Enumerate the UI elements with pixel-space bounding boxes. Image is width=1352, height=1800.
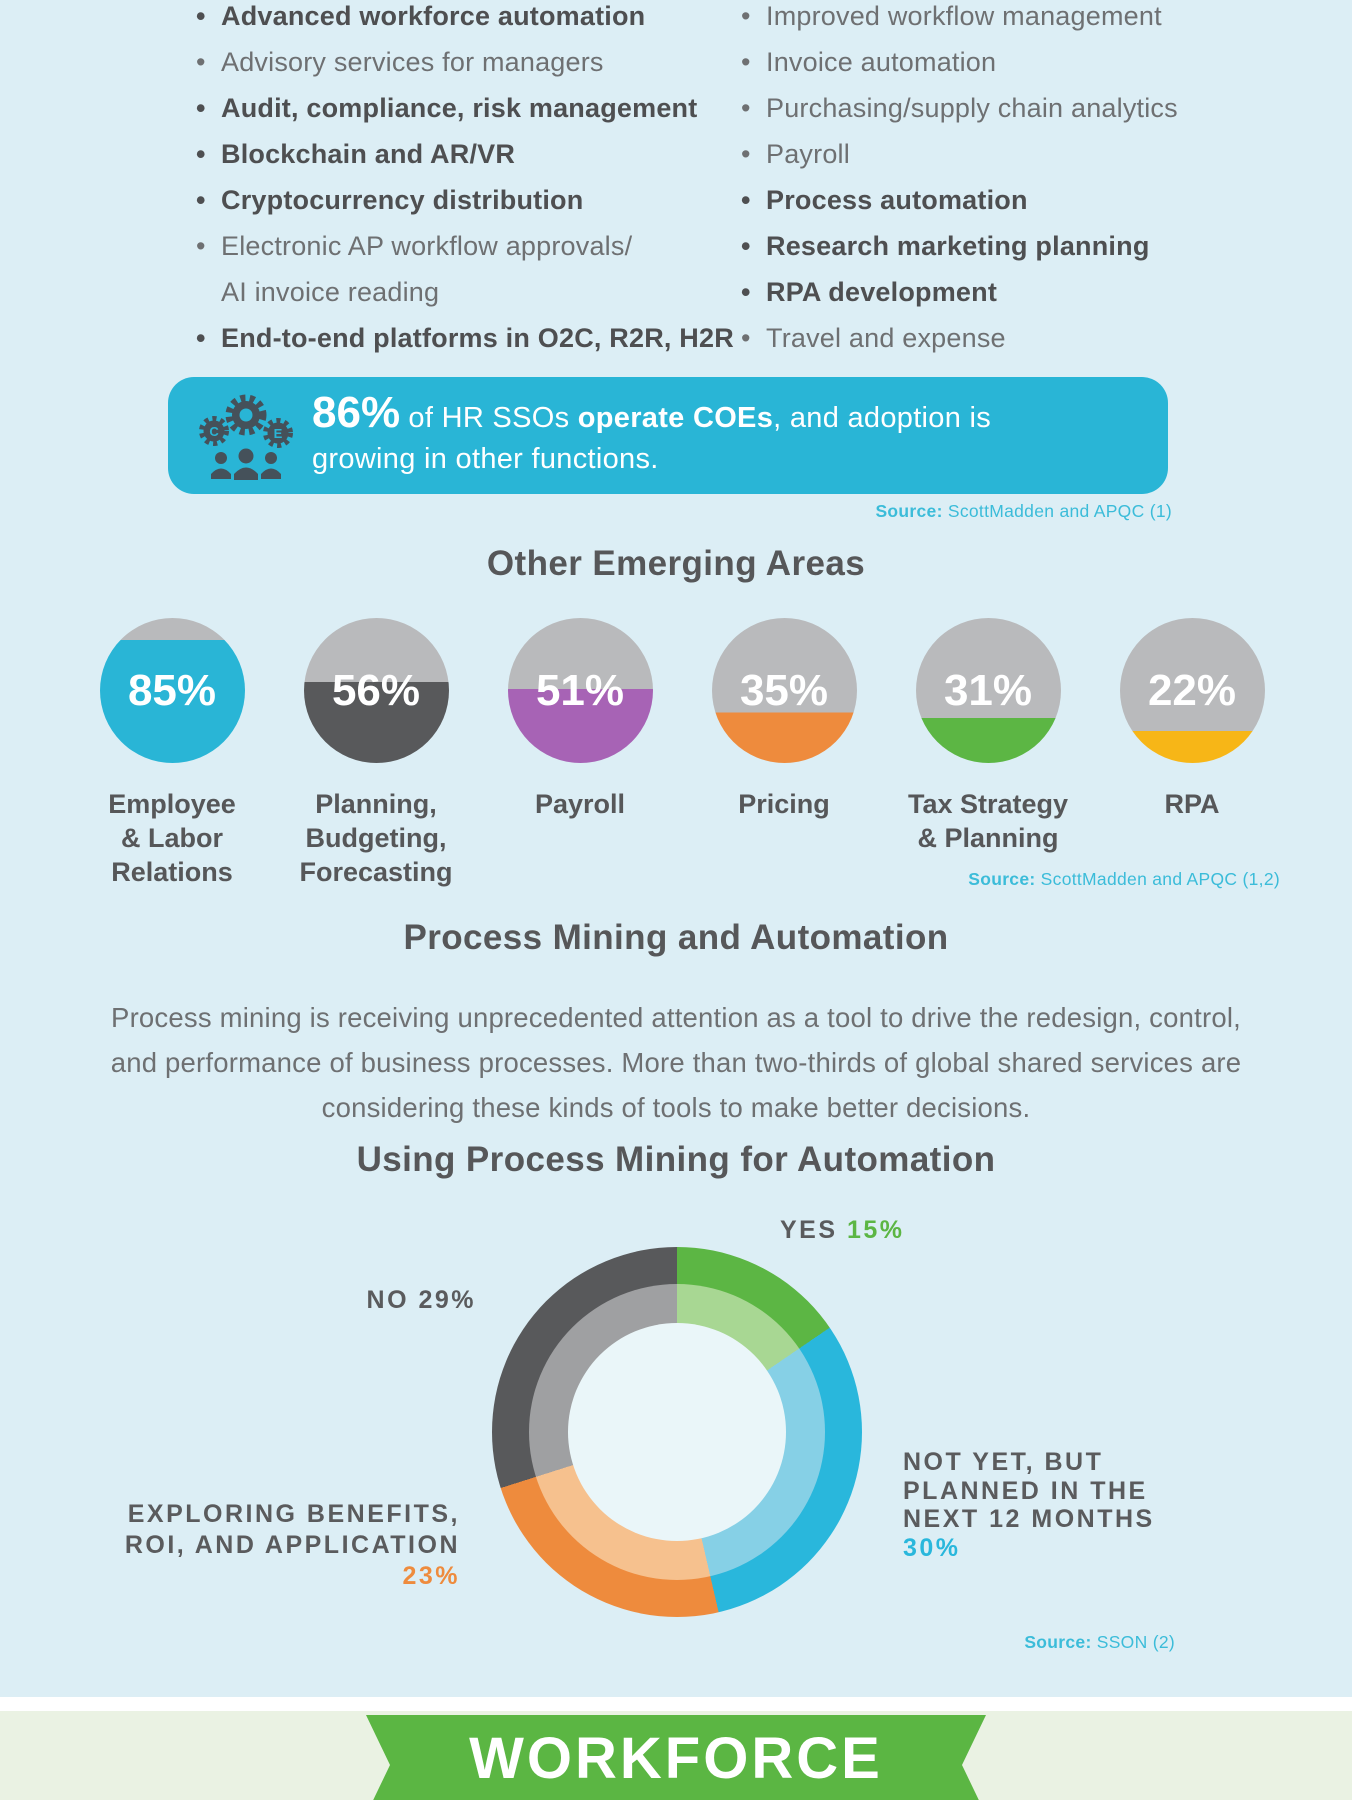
donut-hole <box>568 1323 786 1541</box>
emerging-area-item: 35% Pricing <box>682 618 886 889</box>
percent-fill-circle: 85% <box>99 618 245 763</box>
coe-stat-phrase-1: of HR SSOs <box>400 402 578 434</box>
bullet-item: Improved workflow management <box>739 0 1299 39</box>
donut-label-notyet: NOT YET, BUT PLANNED IN THE NEXT 12 MONT… <box>903 1448 1155 1562</box>
bullet-list-right-items: Improved workflow managementInvoice auto… <box>739 0 1299 361</box>
source-note-3: Source: SSON (2) <box>1024 1632 1175 1653</box>
bullet-item: Electronic AP workflow approvals/AI invo… <box>194 223 759 315</box>
circle-percent-label: 51% <box>535 665 625 715</box>
coe-stat-bold-phrase: operate COEs <box>577 402 774 434</box>
source-note-2: Source: ScottMadden and APQC (1,2) <box>968 869 1280 890</box>
donut-label-exploring-line1: EXPLORING BENEFITS, <box>127 1500 460 1528</box>
section-divider <box>0 1697 1352 1711</box>
bullet-item: Research marketing planning <box>739 223 1299 269</box>
coe-gears-people-icon: C E <box>194 390 298 480</box>
emerging-area-item: 56% Planning, Budgeting, Forecasting <box>274 618 478 889</box>
source-value: SSON (2) <box>1091 1632 1175 1652</box>
circle-percent-label: 85% <box>127 665 217 715</box>
donut-label-exploring-pct: 23% <box>402 1562 460 1590</box>
source-label: Source: <box>875 501 943 521</box>
circle-category-label-line: Forecasting <box>299 857 453 887</box>
emerging-area-item: 85% Employee & Labor Relations <box>70 618 274 889</box>
coe-stat-phrase-2: , and adoption is growing in other funct… <box>312 402 992 475</box>
source-note-1: Source: ScottMadden and APQC (1) <box>875 501 1172 522</box>
donut-label-notyet-line2: PLANNED IN THE <box>903 1476 1148 1505</box>
bullet-item: Invoice automation <box>739 39 1299 85</box>
circle-category-label: Planning, Budgeting, Forecasting <box>299 787 452 889</box>
heading-other-emerging-areas: Other Emerging Areas <box>486 544 866 583</box>
circle-category-label-line: Payroll <box>534 789 626 819</box>
coe-stat-callout: C E <box>168 377 1168 494</box>
percent-fill-circle: 56% <box>303 618 449 763</box>
circle-category-label-line: & Planning <box>917 823 1059 853</box>
svg-text:E: E <box>274 426 283 441</box>
circle-percent-label: 56% <box>331 665 421 715</box>
donut-label-exploring: EXPLORING BENEFITS, ROI, AND APPLICATION… <box>125 1499 460 1592</box>
source-value: ScottMadden and APQC (1,2) <box>1035 869 1280 889</box>
circle-category-label-line: Pricing <box>738 789 830 819</box>
bullet-item: Audit, compliance, risk management <box>194 85 759 131</box>
svg-text:C: C <box>209 424 219 439</box>
circle-category-label-line: & Labor <box>120 823 223 853</box>
bullet-item: Advisory services for managers <box>194 39 759 85</box>
bullet-list-left: Advanced workforce automationAdvisory se… <box>194 0 759 361</box>
emerging-areas-chart: 85% Employee & Labor Relations 56% Planning, B… <box>70 618 1294 889</box>
source-value: ScottMadden and APQC (1) <box>942 501 1172 521</box>
circle-percent-label: 31% <box>943 665 1033 715</box>
bullet-item: Purchasing/supply chain analytics <box>739 85 1299 131</box>
workforce-ribbon-label: WORKFORCE <box>469 1726 883 1791</box>
bullet-item: End-to-end platforms in O2C, R2R, H2R <box>194 315 759 361</box>
circle-category-label-line: Tax Strategy <box>907 789 1069 819</box>
bullet-item: RPA development <box>739 269 1299 315</box>
percent-fill-circle: 22% <box>1119 618 1265 763</box>
donut-label-notyet-line3: NEXT 12 MONTHS <box>903 1505 1155 1533</box>
donut-label-yes-pct: 15% <box>846 1216 905 1244</box>
source-label: Source: <box>1024 1632 1092 1652</box>
bullet-item: Cryptocurrency distribution <box>194 177 759 223</box>
emerging-area-item: 22% RPA <box>1090 618 1294 889</box>
circle-category-label: RPA <box>1164 787 1219 821</box>
circle-category-label: Pricing <box>738 787 830 821</box>
donut-label-notyet-line1: NOT YET, BUT <box>903 1448 1104 1476</box>
circle-category-label: Payroll <box>535 787 625 821</box>
emerging-area-item: 31% Tax Strategy & Planning <box>886 618 1090 889</box>
heading-process-mining: Process Mining and Automation <box>403 918 949 957</box>
bullet-item: Blockchain and AR/VR <box>194 131 759 177</box>
circle-category-label-line: Budgeting, <box>305 823 447 853</box>
bullet-item: Advanced workforce automation <box>194 0 759 39</box>
coe-stat-text: 86% of HR SSOs operate COEs, and adoptio… <box>312 391 1072 480</box>
circle-category-label: Tax Strategy & Planning <box>908 787 1068 855</box>
bullet-list-left-items: Advanced workforce automationAdvisory se… <box>194 0 759 361</box>
percent-fill-circle: 35% <box>711 618 857 763</box>
circle-category-label-line: Relations <box>111 857 233 887</box>
donut-label-yes: YES 15% <box>780 1216 905 1245</box>
circle-category-label-line: RPA <box>1164 789 1220 819</box>
bullet-item: Process automation <box>739 177 1299 223</box>
donut-label-notyet-pct: 30% <box>903 1533 961 1562</box>
circle-percent-label: 22% <box>1147 665 1237 715</box>
coe-stat-value: 86% <box>312 388 401 437</box>
donut-label-exploring-line2: ROI, AND APPLICATION <box>124 1531 460 1559</box>
bullet-item-line: Electronic AP workflow approvals/ <box>221 231 633 261</box>
source-label: Source: <box>968 869 1036 889</box>
circle-category-label: Employee & Labor Relations <box>108 787 236 889</box>
circle-category-label-line: Planning, <box>315 789 437 819</box>
bullet-item: Payroll <box>739 131 1299 177</box>
donut-label-yes-text: YES <box>780 1216 847 1244</box>
donut-label-no: NO 29% <box>366 1286 476 1314</box>
circle-percent-label: 35% <box>739 665 829 715</box>
bullet-item-line: AI invoice reading <box>221 277 440 307</box>
percent-fill-circle: 51% <box>507 618 653 763</box>
process-mining-donut-chart <box>492 1247 862 1617</box>
workforce-ribbon: WORKFORCE <box>366 1715 986 1800</box>
circle-category-label-line: Employee <box>108 789 236 819</box>
percent-fill-circle: 31% <box>915 618 1061 763</box>
emerging-area-item: 51% Payroll <box>478 618 682 889</box>
heading-using-process-mining: Using Process Mining for Automation <box>356 1140 996 1179</box>
bullet-list-right: Improved workflow managementInvoice auto… <box>739 0 1299 361</box>
process-mining-paragraph: Process mining is receiving unprecedente… <box>110 1002 1242 1123</box>
bullet-item: Travel and expense <box>739 315 1299 361</box>
